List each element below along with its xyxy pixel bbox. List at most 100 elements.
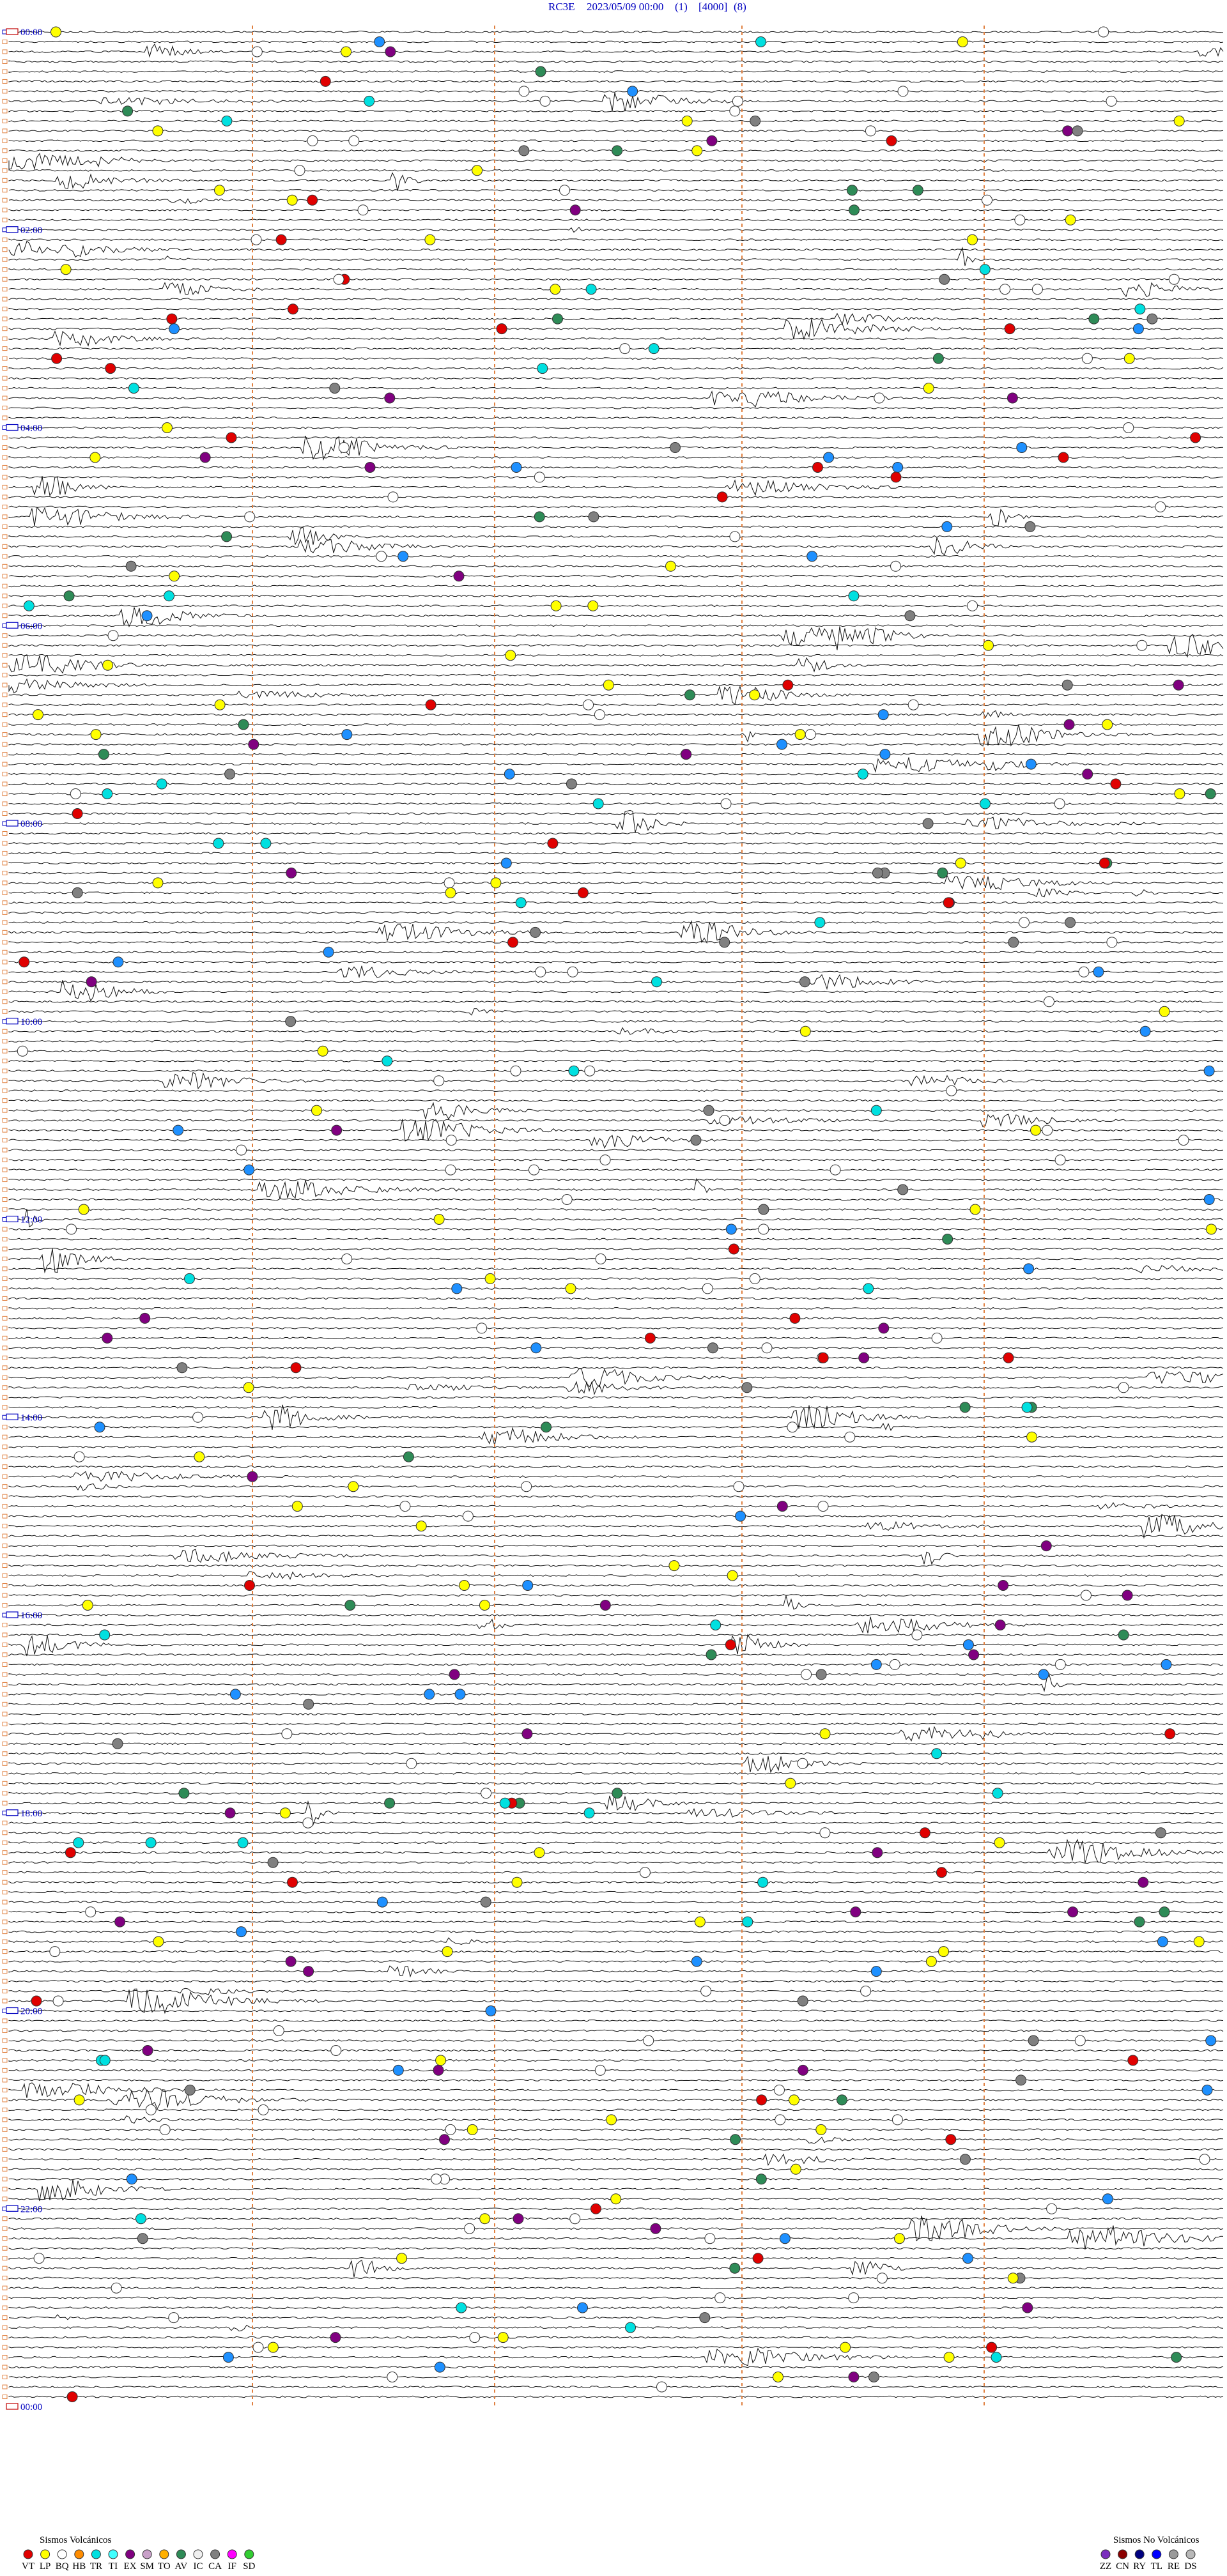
line-tick — [2, 148, 8, 153]
time-label: 06:00 — [20, 621, 42, 631]
legend-code: DS — [1184, 2561, 1196, 2572]
trace — [8, 2128, 1224, 2131]
event-marker — [730, 2134, 741, 2145]
line-tick — [2, 1138, 8, 1143]
event-marker — [1190, 432, 1201, 443]
trace — [8, 724, 1224, 747]
event-marker — [848, 590, 860, 602]
trace — [8, 1346, 1224, 1349]
trace — [8, 129, 1224, 132]
event-marker — [497, 2332, 509, 2343]
trace — [8, 1099, 1224, 1102]
event-marker — [287, 303, 298, 315]
event-marker — [946, 1085, 957, 1096]
event-marker — [1062, 125, 1074, 137]
event-marker — [982, 194, 992, 206]
trace — [8, 1000, 1224, 1003]
event-marker — [729, 531, 741, 542]
event-marker — [939, 273, 950, 285]
trace — [8, 2259, 1224, 2278]
line-tick — [2, 1701, 8, 1706]
trace — [8, 1027, 1224, 1035]
event-marker — [706, 1649, 717, 1660]
event-marker — [648, 343, 660, 355]
trace — [8, 1381, 1223, 1395]
event-marker — [513, 2213, 524, 2225]
line-tick — [2, 1771, 8, 1776]
time-label: 02:00 — [20, 226, 42, 236]
event-marker — [959, 2154, 971, 2165]
event-marker — [159, 2124, 171, 2135]
line-tick — [2, 287, 8, 292]
event-marker — [849, 204, 860, 216]
event-marker — [521, 1728, 533, 1740]
line-tick — [2, 1998, 8, 2004]
trace — [8, 347, 1223, 350]
line-tick — [2, 217, 8, 222]
trace — [8, 1228, 1224, 1230]
label-box — [6, 622, 19, 629]
event-marker — [790, 2163, 801, 2175]
trace — [8, 466, 1224, 469]
trace — [8, 1368, 1224, 1388]
event-marker — [236, 1144, 247, 1156]
line-tick — [2, 1959, 8, 1964]
event-marker — [86, 976, 97, 988]
trace — [8, 783, 1224, 785]
trace — [8, 574, 1224, 578]
event-marker — [650, 2223, 661, 2234]
line-tick — [2, 811, 8, 816]
event-marker — [1028, 2035, 1039, 2046]
event-marker — [89, 452, 101, 463]
event-marker — [376, 551, 387, 562]
date: 2023/05/09 00:00 — [587, 1, 663, 13]
event-marker — [510, 1065, 521, 1077]
event-marker — [588, 511, 599, 523]
event-marker — [302, 1817, 314, 1828]
label-box — [6, 424, 19, 431]
event-marker — [1065, 214, 1076, 226]
event-marker — [567, 966, 578, 977]
time-label: 08:00 — [20, 819, 42, 829]
trace — [8, 1406, 1224, 1409]
event-marker — [891, 2114, 903, 2126]
event-marker — [65, 1847, 76, 1859]
trace — [8, 1020, 1224, 1023]
trace — [8, 792, 1224, 795]
event-marker — [303, 1698, 314, 1710]
line-tick — [2, 801, 8, 806]
line-tick — [2, 574, 8, 579]
event-marker — [691, 1956, 702, 1967]
event-marker — [396, 2253, 408, 2264]
line-tick — [2, 89, 8, 94]
event-marker — [178, 1788, 190, 1799]
event-marker — [1025, 758, 1037, 770]
event-marker — [1146, 313, 1158, 325]
event-marker — [959, 1402, 971, 1413]
line-tick — [2, 890, 8, 895]
line-tick — [2, 1939, 8, 1944]
trace — [8, 476, 1223, 497]
line-tick — [2, 1533, 8, 1538]
line-tick — [2, 1979, 8, 1984]
trace — [8, 1663, 1224, 1666]
event-marker — [1205, 788, 1216, 799]
line-tick — [2, 2166, 8, 2172]
event-marker — [994, 1837, 1005, 1848]
line-tick — [2, 1296, 8, 1301]
line-tick — [2, 2375, 8, 2380]
event-marker — [665, 560, 676, 572]
event-marker — [445, 1164, 456, 1176]
event-marker — [592, 798, 604, 809]
line-tick — [2, 2365, 8, 2370]
event-marker — [480, 1896, 491, 1908]
event-marker — [992, 1788, 1003, 1799]
line-tick — [2, 1256, 8, 1261]
line-tick — [2, 267, 8, 272]
trace — [8, 198, 1223, 204]
trace — [8, 1960, 1223, 1963]
event-marker — [876, 2273, 888, 2284]
event-marker — [169, 571, 180, 582]
line-tick — [2, 1890, 8, 1895]
trace — [8, 1238, 1224, 1241]
